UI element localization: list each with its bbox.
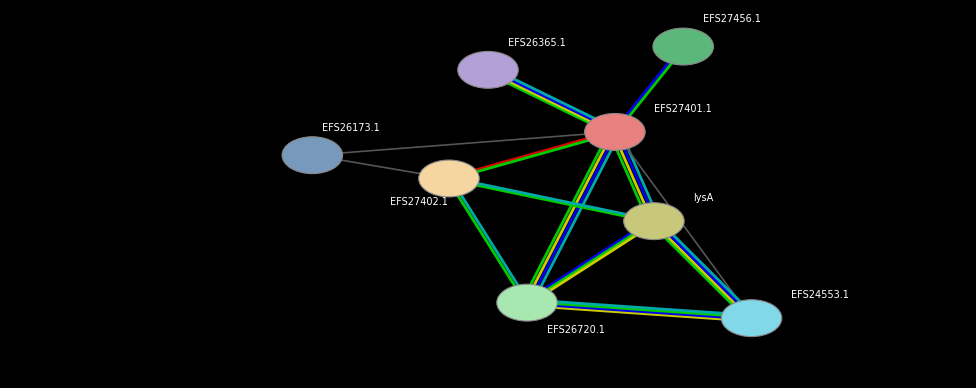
Ellipse shape bbox=[282, 137, 343, 174]
Text: lysA: lysA bbox=[693, 193, 713, 203]
Ellipse shape bbox=[585, 113, 645, 151]
Ellipse shape bbox=[458, 52, 518, 88]
Ellipse shape bbox=[721, 300, 782, 336]
Ellipse shape bbox=[653, 28, 713, 65]
Text: EFS27401.1: EFS27401.1 bbox=[654, 104, 712, 114]
Ellipse shape bbox=[497, 284, 557, 321]
Text: EFS27456.1: EFS27456.1 bbox=[703, 14, 760, 24]
Ellipse shape bbox=[624, 203, 684, 239]
Text: EFS26720.1: EFS26720.1 bbox=[547, 325, 604, 335]
Text: EFS26365.1: EFS26365.1 bbox=[508, 38, 565, 48]
Text: EFS24553.1: EFS24553.1 bbox=[791, 290, 848, 300]
Text: EFS27402.1: EFS27402.1 bbox=[390, 197, 448, 207]
Text: EFS26173.1: EFS26173.1 bbox=[322, 123, 380, 133]
Ellipse shape bbox=[419, 160, 479, 197]
